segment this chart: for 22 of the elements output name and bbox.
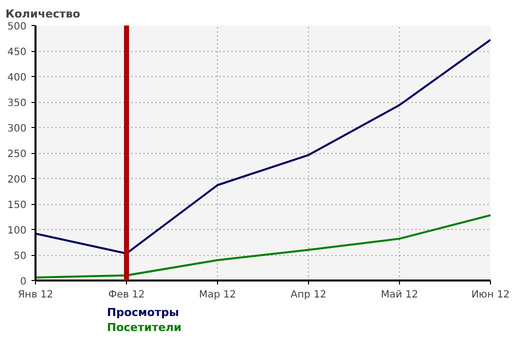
- y-tick-label: 100: [7, 226, 27, 236]
- x-tick-label: Фев 12: [108, 290, 145, 300]
- x-tick-label: Янв 12: [18, 290, 54, 300]
- text: Посетители: [107, 321, 182, 334]
- x-tick-label: Апр 12: [290, 290, 326, 300]
- y-tick-label: 200: [7, 174, 27, 186]
- x-tick-label: Май 12: [380, 290, 418, 300]
- y-tick-label: 400: [7, 72, 27, 84]
- y-tick-label: 250: [7, 149, 27, 160]
- x-tick-label: Июн 12: [471, 290, 510, 300]
- y-tick-label: 150: [7, 200, 27, 211]
- chart-title: Количество: [6, 8, 81, 20]
- text: Просмотры: [107, 306, 179, 319]
- y-tick-label: 0: [20, 276, 27, 288]
- y-tick-label: 300: [7, 124, 27, 134]
- y-tick-label: 450: [7, 47, 27, 58]
- y-tick-label: 350: [7, 98, 27, 109]
- line-series: [36, 214, 490, 278]
- line-series: [36, 38, 490, 254]
- y-tick-label: 500: [7, 22, 27, 32]
- x-tick-label: Мар 12: [198, 290, 236, 300]
- y-tick-label: 50: [14, 251, 27, 262]
